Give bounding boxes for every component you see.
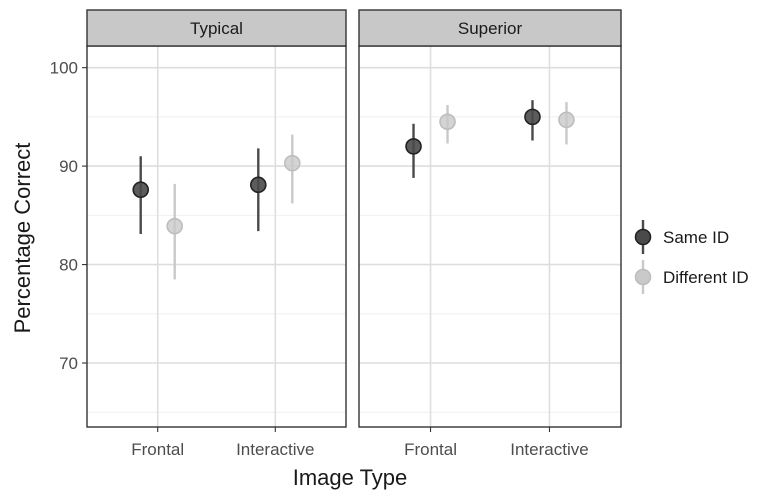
facet-panels: Typical Superior — [86, 9, 622, 428]
data-point — [524, 108, 541, 126]
x-tick-label: Interactive — [236, 440, 314, 459]
legend-label: Different ID — [663, 268, 749, 287]
y-tick-label: 70 — [59, 354, 78, 373]
legend-item-same-id: Same ID — [634, 220, 729, 254]
x-axis-title: Image Type — [293, 465, 408, 490]
data-point — [132, 181, 150, 199]
facet-strip-label: Superior — [458, 19, 523, 38]
panel-background — [359, 46, 621, 427]
facet-panel-typical: Typical — [86, 9, 347, 428]
data-point — [283, 154, 301, 172]
x-tick-label: Interactive — [510, 440, 588, 459]
legend: Same ID Different ID — [634, 220, 749, 294]
data-point — [439, 113, 456, 131]
legend-label: Same ID — [663, 228, 729, 247]
legend-key-point — [634, 268, 652, 286]
y-tick-label: 100 — [50, 59, 78, 78]
facet-strip-label: Typical — [190, 19, 243, 38]
data-points — [132, 100, 575, 280]
y-axis-title: Percentage Correct — [10, 143, 35, 334]
data-point — [249, 176, 267, 194]
y-tick-label: 90 — [59, 157, 78, 176]
facet-strip — [358, 9, 622, 47]
x-tick-label: Frontal — [131, 440, 184, 459]
x-axis: Frontal Interactive Frontal Interactive — [131, 427, 589, 459]
series-different-id — [166, 102, 575, 280]
facet-panel-superior: Superior — [358, 9, 622, 428]
data-point — [405, 138, 422, 155]
facet-strip — [86, 9, 347, 47]
panel-background — [87, 46, 346, 427]
series-same-id — [132, 100, 541, 235]
legend-item-different-id: Different ID — [634, 260, 749, 294]
y-tick-label: 80 — [59, 256, 78, 275]
data-point — [166, 217, 184, 235]
data-point — [558, 111, 575, 129]
x-tick-label: Frontal — [404, 440, 457, 459]
legend-key-point — [634, 228, 652, 246]
y-axis: 70 80 90 100 — [50, 59, 87, 373]
